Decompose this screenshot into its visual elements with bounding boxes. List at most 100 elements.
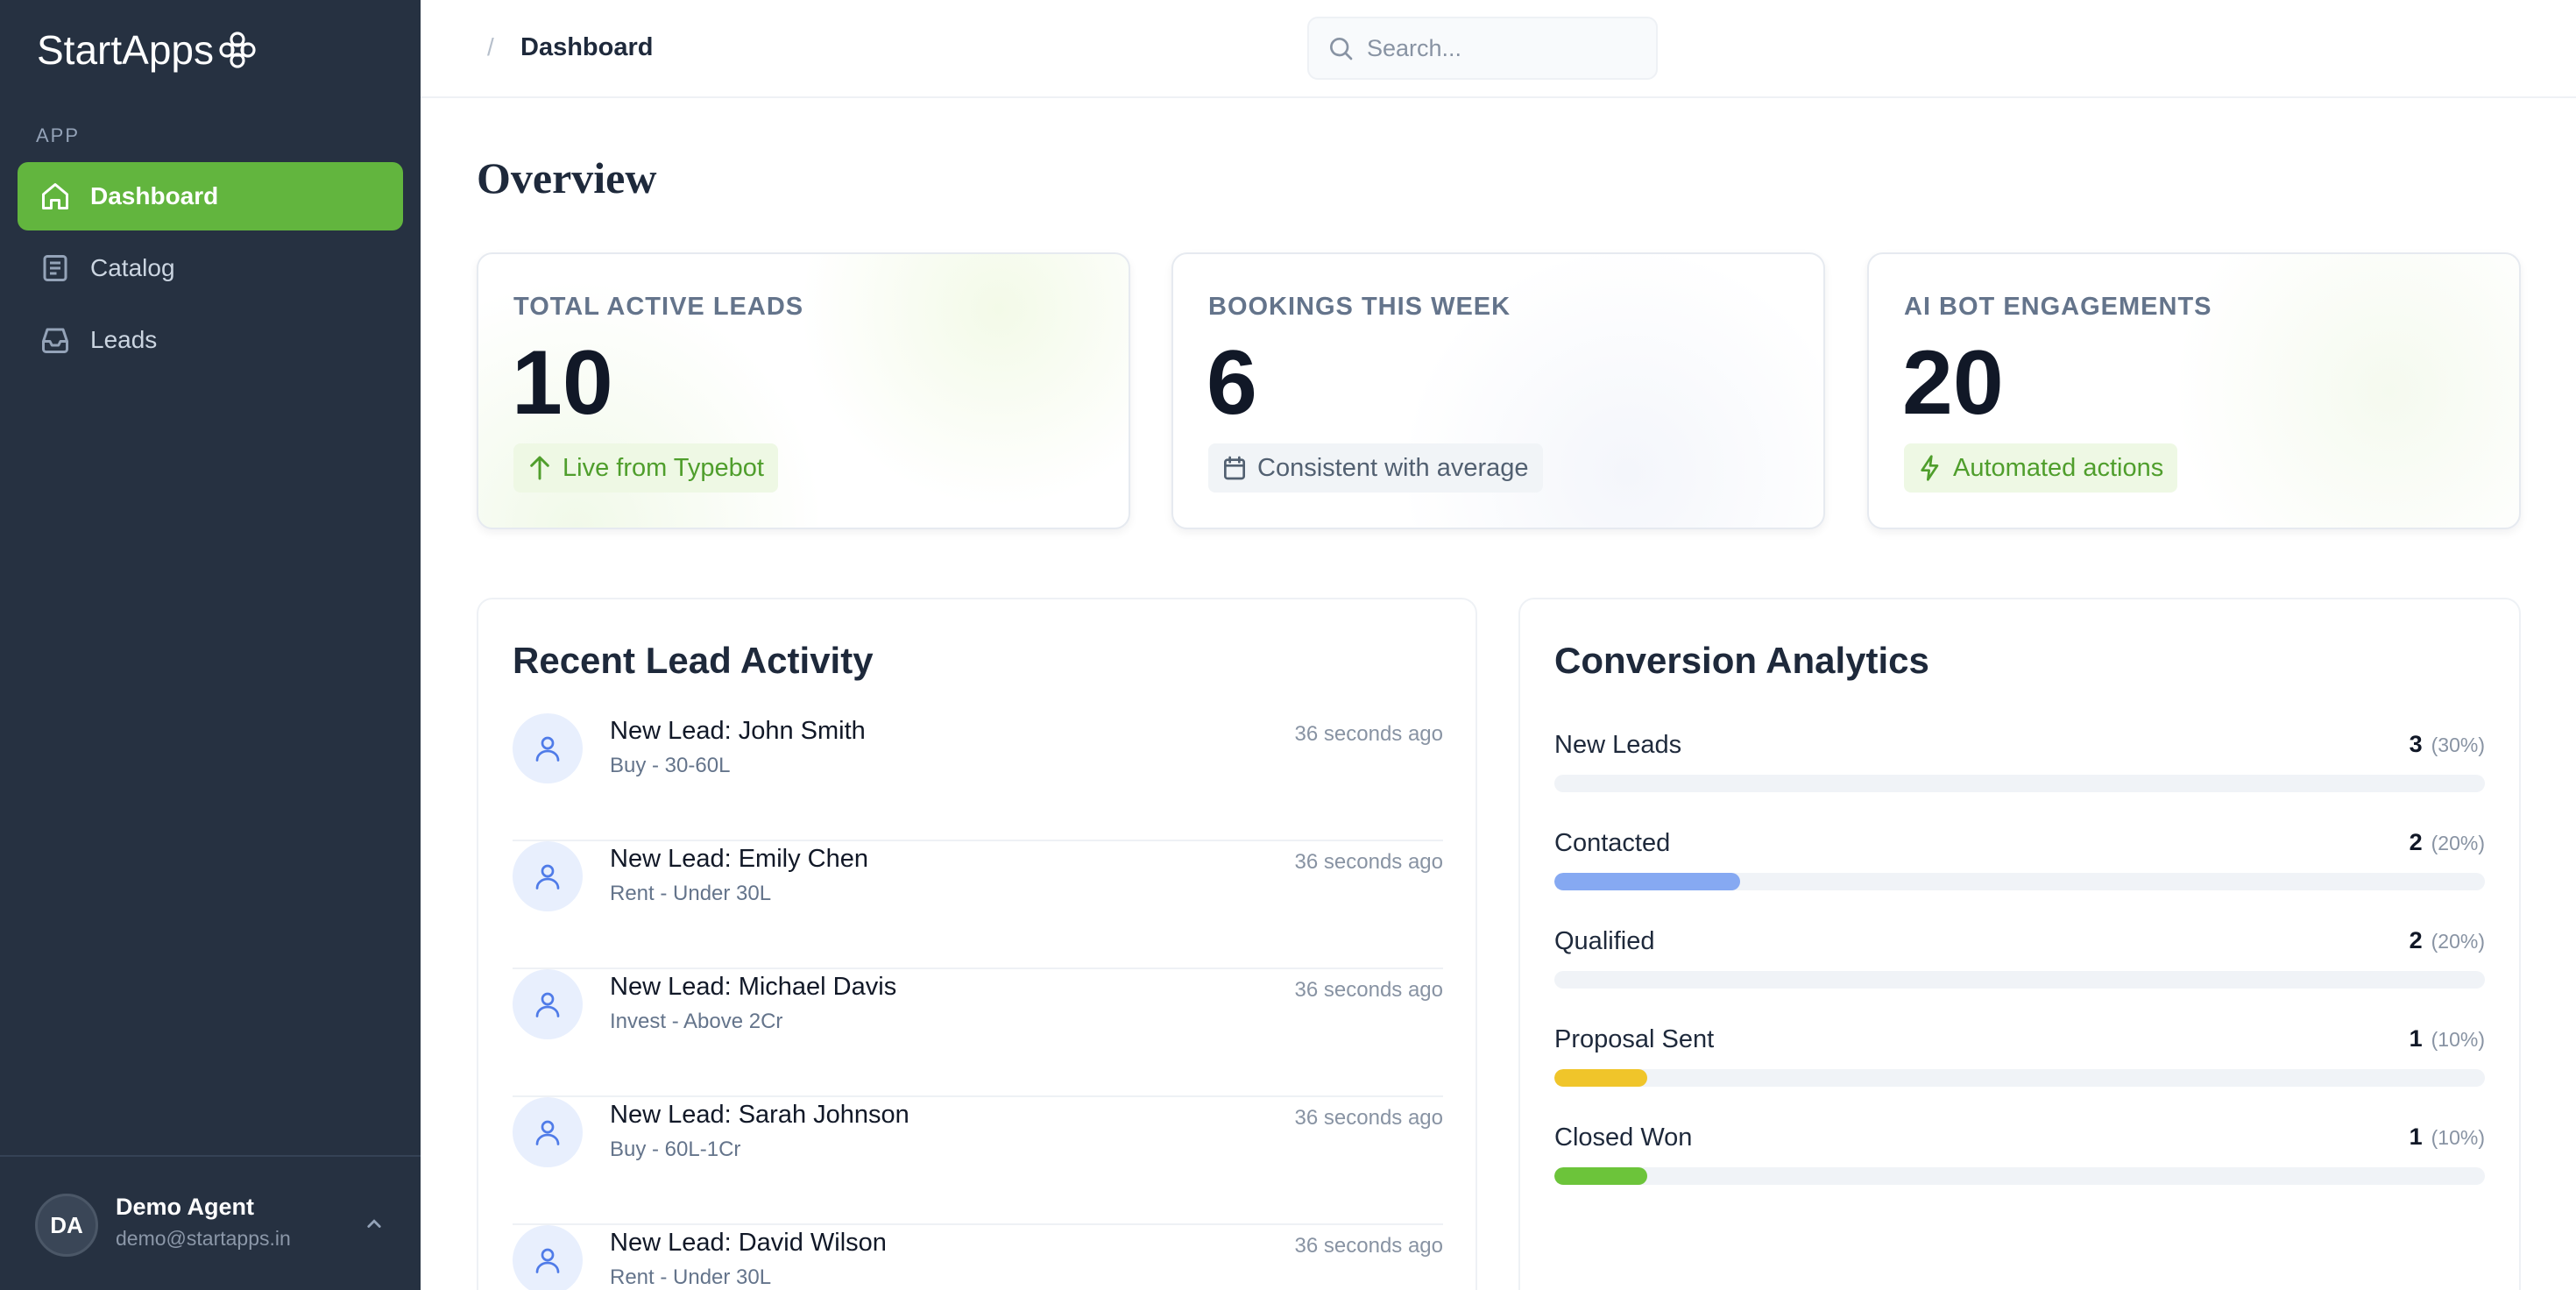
stage-percent: (10%) xyxy=(2431,1126,2485,1149)
user-email: demo@startapps.in xyxy=(116,1227,291,1250)
user-name: Demo Agent xyxy=(116,1194,255,1220)
search-box[interactable] xyxy=(1307,17,1658,80)
progress-track xyxy=(1554,1167,2485,1185)
list-item[interactable]: New Lead: John Smith Buy - 30-60L 36 sec… xyxy=(513,713,1443,841)
progress-fill xyxy=(1554,1069,1648,1087)
activity-subtitle: Rent - Under 30L xyxy=(610,1265,772,1289)
badge-text: Automated actions xyxy=(1953,453,2164,482)
breadcrumb[interactable]: Dashboard xyxy=(520,33,654,61)
sidebar-item-label: Dashboard xyxy=(90,182,219,209)
conversion-row: Contacted 2 (20%) xyxy=(1554,829,2485,927)
sidebar-item-label: Leads xyxy=(90,326,158,353)
sidebar-item-catalog[interactable]: Catalog xyxy=(18,234,403,302)
progress-track xyxy=(1554,873,2485,890)
list-item[interactable]: New Lead: Emily Chen Rent - Under 30L 36… xyxy=(513,841,1443,969)
conversion-analytics-panel: Conversion Analytics New Leads 3 (30%) Co… xyxy=(1518,598,2521,1290)
stage-percent: (20%) xyxy=(2431,832,2485,854)
timestamp: 36 seconds ago xyxy=(1294,722,1443,746)
status-badge: Automated actions xyxy=(1904,443,2178,493)
sidebar-item-leads[interactable]: Leads xyxy=(18,306,403,374)
top-header: / Dashboard xyxy=(421,0,2576,98)
stage-label: Qualified xyxy=(1554,927,1655,955)
page-title: Overview xyxy=(477,153,657,202)
status-badge: Consistent with average xyxy=(1208,443,1543,493)
status-badge: Live from Typebot xyxy=(513,443,778,493)
brand-name: StartApps xyxy=(37,27,214,73)
progress-track xyxy=(1554,1069,2485,1087)
timestamp: 36 seconds ago xyxy=(1294,1234,1443,1258)
stage-label: Closed Won xyxy=(1554,1123,1693,1152)
activity-title: New Lead: Michael Davis xyxy=(610,973,897,1001)
chevron-up-icon[interactable] xyxy=(361,1211,387,1237)
list-item[interactable]: New Lead: Sarah Johnson Buy - 60L-1Cr 36… xyxy=(513,1097,1443,1225)
stage-percent: (30%) xyxy=(2431,734,2485,756)
brand-knot-icon xyxy=(219,32,256,68)
list-item[interactable]: New Lead: David Wilson Rent - Under 30L … xyxy=(513,1225,1443,1290)
activity-list: New Lead: John Smith Buy - 30-60L 36 sec… xyxy=(513,713,1443,1290)
inbox-icon xyxy=(39,324,71,356)
activity-subtitle: Buy - 60L-1Cr xyxy=(610,1138,741,1161)
stage-count: 1 xyxy=(2409,1025,2423,1052)
activity-title: New Lead: Emily Chen xyxy=(610,845,868,873)
sidebar-item-dashboard[interactable]: Dashboard xyxy=(18,162,403,230)
home-icon xyxy=(39,181,71,212)
activity-subtitle: Rent - Under 30L xyxy=(610,882,772,905)
conversion-row: Proposal Sent 1 (10%) xyxy=(1554,1025,2485,1123)
timestamp: 36 seconds ago xyxy=(1294,850,1443,874)
stage-value: 1 (10%) xyxy=(2410,1123,2485,1151)
activity-subtitle: Invest - Above 2Cr xyxy=(610,1010,783,1033)
arrow-up-icon xyxy=(530,456,549,480)
stage-count: 2 xyxy=(2409,927,2423,953)
user-icon xyxy=(513,1097,583,1167)
avatar: DA xyxy=(35,1194,98,1257)
stage-count: 1 xyxy=(2409,1123,2423,1150)
list-item[interactable]: New Lead: Michael Davis Invest - Above 2… xyxy=(513,969,1443,1097)
timestamp: 36 seconds ago xyxy=(1294,1106,1443,1130)
stage-value: 2 (20%) xyxy=(2410,927,2485,954)
stage-label: Proposal Sent xyxy=(1554,1025,1715,1053)
panel-title: Recent Lead Activity xyxy=(513,640,874,681)
nav-section-label: APP xyxy=(36,124,81,146)
stage-label: New Leads xyxy=(1554,731,1682,759)
activity-subtitle: Buy - 30-60L xyxy=(610,754,731,777)
stage-percent: (10%) xyxy=(2431,1028,2485,1051)
breadcrumb-separator: / xyxy=(487,33,494,60)
stat-value: 10 xyxy=(512,332,613,434)
activity-title: New Lead: David Wilson xyxy=(610,1229,887,1257)
stat-label: TOTAL ACTIVE LEADS xyxy=(513,293,804,321)
stat-value: 6 xyxy=(1207,332,1257,434)
user-icon xyxy=(513,713,583,783)
bolt-icon xyxy=(1921,455,1939,481)
badge-text: Consistent with average xyxy=(1257,453,1529,482)
search-icon xyxy=(1330,38,1353,60)
stage-value: 3 (30%) xyxy=(2410,731,2485,758)
activity-title: New Lead: John Smith xyxy=(610,717,866,745)
sidebar-nav: Dashboard Catalog Leads xyxy=(18,162,403,378)
user-icon xyxy=(513,969,583,1039)
calendar-icon xyxy=(1224,456,1245,480)
stat-card-ai-engagements: AI BOT ENGAGEMENTS 20 Automated actions xyxy=(1867,252,2521,529)
sidebar-item-label: Catalog xyxy=(90,254,175,281)
activity-title: New Lead: Sarah Johnson xyxy=(610,1101,909,1129)
stage-label: Contacted xyxy=(1554,829,1671,857)
stat-value: 20 xyxy=(1902,332,2004,434)
badge-text: Live from Typebot xyxy=(563,453,764,482)
stat-label: BOOKINGS THIS WEEK xyxy=(1208,293,1511,321)
progress-track xyxy=(1554,971,2485,989)
stat-card-bookings: BOOKINGS THIS WEEK 6 Consistent with ave… xyxy=(1171,252,1825,529)
conversion-list: New Leads 3 (30%) Contacted 2 (20%) Qualif… xyxy=(1554,731,2485,1222)
timestamp: 36 seconds ago xyxy=(1294,978,1443,1002)
conversion-row: Closed Won 1 (10%) xyxy=(1554,1123,2485,1222)
recent-activity-panel: Recent Lead Activity New Lead: John Smit… xyxy=(477,598,1477,1290)
stat-label: AI BOT ENGAGEMENTS xyxy=(1904,293,2212,321)
stage-count: 3 xyxy=(2409,731,2423,757)
stage-value: 2 (20%) xyxy=(2410,829,2485,856)
user-menu[interactable]: DA Demo Agent demo@startapps.in xyxy=(0,1155,421,1290)
search-input[interactable] xyxy=(1367,34,1647,62)
stat-card-active-leads: TOTAL ACTIVE LEADS 10 Live from Typebot xyxy=(477,252,1130,529)
progress-fill xyxy=(1554,873,1741,890)
book-icon xyxy=(39,252,71,284)
brand-logo[interactable]: StartApps xyxy=(37,26,258,74)
stage-value: 1 (10%) xyxy=(2410,1025,2485,1053)
stage-count: 2 xyxy=(2409,829,2423,855)
